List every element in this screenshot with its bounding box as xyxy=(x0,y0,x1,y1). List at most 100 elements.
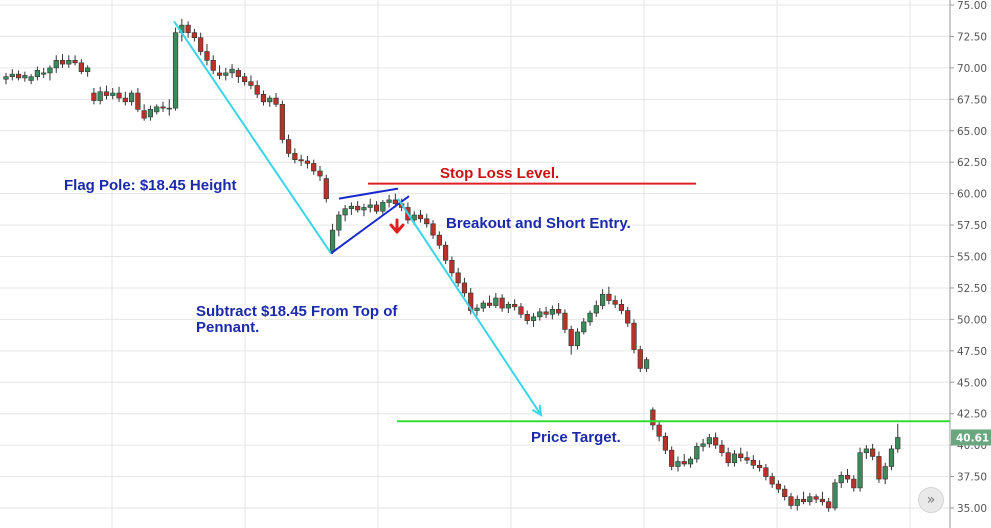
candle-body xyxy=(449,259,455,274)
candle-body xyxy=(53,60,59,69)
candle-body xyxy=(599,293,606,306)
candle-body xyxy=(687,458,694,465)
candle-body xyxy=(474,307,480,311)
y-tick-label: 62.50 xyxy=(957,157,987,169)
flag-pole-label: Flag Pole: $18.45 Height xyxy=(64,177,237,194)
candle-body xyxy=(669,449,675,467)
candle-body xyxy=(826,501,832,509)
candle-body xyxy=(392,199,398,204)
candle-body xyxy=(455,272,461,284)
grid xyxy=(0,0,950,528)
candle-body xyxy=(223,72,229,76)
breakout-label: Breakout and Short Entry. xyxy=(446,215,631,232)
y-tick-label: 55.00 xyxy=(957,252,987,264)
candle-body xyxy=(568,329,574,347)
candle-body xyxy=(285,139,292,154)
y-tick-label: 52.50 xyxy=(957,283,987,295)
projection-line xyxy=(397,198,542,416)
candle-body xyxy=(191,32,198,38)
candle-body xyxy=(480,302,486,309)
y-tick-label: 47.50 xyxy=(957,346,987,358)
candle-body xyxy=(524,314,530,321)
candle-body xyxy=(738,453,744,458)
price-target-label: Price Target. xyxy=(531,429,621,446)
candle-body xyxy=(888,448,895,467)
double-chevron-right-icon: » xyxy=(926,492,936,508)
candle-body xyxy=(122,97,128,103)
candle-body xyxy=(279,104,285,140)
candle-body xyxy=(103,91,110,96)
candle-body xyxy=(468,292,474,311)
stop-loss-label: Stop Loss Level. xyxy=(440,165,559,182)
candle-body xyxy=(260,93,267,103)
candle-body xyxy=(807,496,813,503)
candle-body xyxy=(750,459,756,466)
candle-body xyxy=(794,498,800,506)
candle-body xyxy=(242,76,248,83)
candle-body xyxy=(28,76,34,81)
projection-arrowhead xyxy=(531,404,543,417)
candle-body xyxy=(129,92,135,103)
candle-body xyxy=(292,153,298,160)
scroll-right-button[interactable]: » xyxy=(918,487,944,513)
candle-body xyxy=(713,437,719,446)
candle-body xyxy=(430,223,436,236)
candle-body xyxy=(530,316,537,321)
annotations-overlay: Flag Pole: $18.45 Height Stop Loss Level.… xyxy=(64,20,950,446)
candle-body xyxy=(725,452,731,464)
candle-body xyxy=(235,70,241,77)
candle-body xyxy=(876,456,882,480)
candle-body xyxy=(650,409,656,426)
y-tick-label: 60.00 xyxy=(957,189,987,201)
candle-body xyxy=(499,297,505,309)
candle-body xyxy=(851,478,857,489)
candle-body xyxy=(832,482,838,509)
candle-body xyxy=(882,466,888,480)
candle-body xyxy=(744,457,750,461)
candle-body xyxy=(22,75,28,79)
candle-body xyxy=(562,312,568,330)
candle-body xyxy=(857,452,863,489)
candle-body xyxy=(147,109,154,118)
candle-body xyxy=(537,311,543,318)
candle-body xyxy=(329,229,336,252)
candle-body xyxy=(34,70,40,77)
candle-body xyxy=(587,312,593,323)
candle-body xyxy=(97,91,103,101)
candle-body xyxy=(47,67,53,74)
candle-body xyxy=(643,359,650,369)
down-arrow-icon xyxy=(389,218,405,234)
last-price-label: 40.61 xyxy=(956,432,989,444)
candle-body xyxy=(317,170,323,177)
candle-body xyxy=(154,106,160,113)
candle-body xyxy=(631,322,637,350)
candle-body xyxy=(512,303,518,308)
candle-body xyxy=(493,297,499,306)
candle-body xyxy=(556,309,562,314)
candle-body xyxy=(625,310,631,324)
candle-body xyxy=(216,72,223,76)
candle-body xyxy=(198,37,204,52)
candle-body xyxy=(267,97,273,103)
y-axis: 35.0037.5040.0042.5045.0047.5050.0052.50… xyxy=(949,0,991,528)
candle-body xyxy=(373,204,380,212)
candle-body xyxy=(593,305,599,314)
candle-body xyxy=(700,443,706,447)
candle-body xyxy=(782,488,788,497)
candle-body xyxy=(719,444,725,453)
y-tick-label: 67.50 xyxy=(957,94,987,106)
y-tick-label: 42.50 xyxy=(957,409,987,421)
candle-body xyxy=(756,464,763,469)
candle-body xyxy=(606,293,612,301)
candles xyxy=(3,18,901,512)
candle-body xyxy=(675,461,681,467)
pennant-lower-line xyxy=(330,195,410,255)
candle-body xyxy=(323,178,329,199)
candle-body xyxy=(41,72,47,75)
candle-body xyxy=(543,311,549,315)
candle-body xyxy=(775,483,782,490)
candle-body xyxy=(656,424,662,437)
subtract-label-line1: Subtract $18.45 From Top of xyxy=(196,303,398,320)
